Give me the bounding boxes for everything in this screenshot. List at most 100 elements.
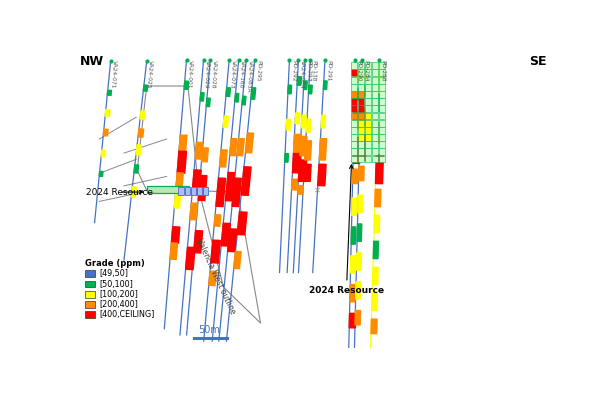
Bar xyxy=(357,113,364,119)
Bar xyxy=(351,84,357,91)
Polygon shape xyxy=(353,137,360,164)
Polygon shape xyxy=(216,178,226,207)
Text: [100,200]: [100,200] xyxy=(99,290,138,299)
Bar xyxy=(379,120,386,126)
Polygon shape xyxy=(321,115,326,128)
Polygon shape xyxy=(304,81,307,90)
Polygon shape xyxy=(285,153,288,162)
Polygon shape xyxy=(297,77,301,85)
Bar xyxy=(351,156,357,162)
Polygon shape xyxy=(360,109,366,126)
Bar xyxy=(357,98,364,105)
Polygon shape xyxy=(306,119,311,132)
Polygon shape xyxy=(359,134,367,160)
Polygon shape xyxy=(305,141,312,160)
Bar xyxy=(365,141,371,148)
Polygon shape xyxy=(356,253,362,270)
Bar xyxy=(85,291,95,298)
Polygon shape xyxy=(223,116,228,128)
Bar xyxy=(365,70,371,77)
Polygon shape xyxy=(355,71,360,83)
Polygon shape xyxy=(234,252,241,269)
Bar xyxy=(357,91,364,98)
Polygon shape xyxy=(288,85,291,94)
Polygon shape xyxy=(143,85,147,91)
Text: PD-291: PD-291 xyxy=(326,60,332,81)
Polygon shape xyxy=(237,139,244,156)
Polygon shape xyxy=(171,227,180,243)
Polygon shape xyxy=(136,145,141,155)
Polygon shape xyxy=(354,111,360,129)
Polygon shape xyxy=(192,170,201,195)
Text: VA24-025: VA24-025 xyxy=(146,60,153,88)
Bar xyxy=(379,141,386,148)
Bar xyxy=(351,120,357,126)
Polygon shape xyxy=(221,223,230,246)
Bar xyxy=(365,91,371,98)
Polygon shape xyxy=(291,179,298,190)
Polygon shape xyxy=(318,164,326,186)
Bar xyxy=(365,77,371,83)
Polygon shape xyxy=(107,90,111,95)
Bar xyxy=(379,134,386,141)
Text: 50m: 50m xyxy=(198,324,220,335)
Bar xyxy=(351,77,357,83)
Polygon shape xyxy=(214,215,221,226)
Polygon shape xyxy=(99,171,103,176)
Text: PD-292: PD-292 xyxy=(290,60,296,81)
Polygon shape xyxy=(101,150,105,157)
Polygon shape xyxy=(349,313,356,328)
Bar xyxy=(371,91,378,98)
Polygon shape xyxy=(206,98,211,107)
Bar xyxy=(185,187,190,195)
Polygon shape xyxy=(323,81,327,90)
Text: VA24-168: VA24-168 xyxy=(239,60,245,88)
Polygon shape xyxy=(299,160,307,181)
Text: PD-293: PD-293 xyxy=(306,60,312,81)
Bar xyxy=(371,156,378,162)
Bar xyxy=(85,270,95,277)
Bar xyxy=(351,98,357,105)
Text: PD-288: PD-288 xyxy=(380,60,386,81)
Bar xyxy=(379,113,386,119)
Polygon shape xyxy=(376,123,383,143)
Polygon shape xyxy=(251,88,256,99)
Text: VA24-084: VA24-084 xyxy=(299,60,305,88)
Polygon shape xyxy=(353,169,358,183)
Bar xyxy=(371,84,378,91)
Polygon shape xyxy=(220,150,227,167)
Polygon shape xyxy=(193,230,203,253)
Bar xyxy=(379,84,386,91)
Text: 2024 Resource: 2024 Resource xyxy=(86,188,153,196)
Bar xyxy=(85,311,95,318)
Polygon shape xyxy=(105,110,110,116)
Polygon shape xyxy=(211,240,220,263)
Text: [49,50]: [49,50] xyxy=(99,269,129,278)
Bar xyxy=(351,62,357,69)
Bar xyxy=(379,148,386,155)
Bar xyxy=(371,148,378,155)
Polygon shape xyxy=(103,129,108,136)
Bar xyxy=(371,77,378,83)
Bar xyxy=(357,148,364,155)
Polygon shape xyxy=(232,178,241,207)
Bar xyxy=(371,127,378,134)
Polygon shape xyxy=(235,94,239,102)
Bar xyxy=(351,141,357,148)
Text: VA24-083A: VA24-083A xyxy=(245,60,253,92)
Bar xyxy=(365,120,371,126)
Polygon shape xyxy=(371,293,378,311)
Bar xyxy=(365,156,371,162)
Polygon shape xyxy=(195,142,203,159)
Bar xyxy=(179,187,184,195)
Polygon shape xyxy=(185,247,195,270)
Polygon shape xyxy=(375,189,381,207)
Bar xyxy=(351,105,357,112)
Polygon shape xyxy=(230,139,237,156)
Polygon shape xyxy=(295,113,300,124)
Polygon shape xyxy=(190,203,198,220)
Bar xyxy=(357,105,364,112)
Polygon shape xyxy=(373,241,378,259)
Text: VA24-029: VA24-029 xyxy=(203,60,210,88)
Bar xyxy=(379,98,386,105)
